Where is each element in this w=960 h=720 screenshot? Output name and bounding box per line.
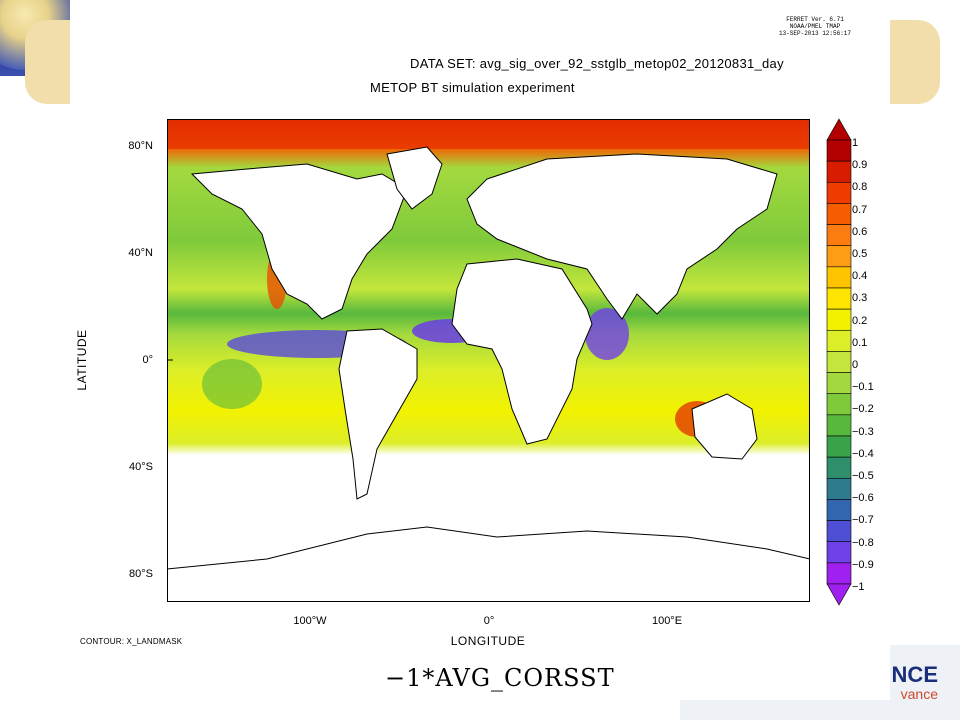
y-tick-label: 80°S xyxy=(129,568,153,580)
x-tick-label: 100°E xyxy=(651,615,683,627)
colorbar-label: −0.5 xyxy=(852,470,874,482)
contour-note: CONTOUR: X_LANDMASK xyxy=(80,637,183,646)
indian-ocean-cold-patch xyxy=(585,308,629,360)
colorbar-label: −0.1 xyxy=(852,381,874,394)
y-tick-label: 0° xyxy=(142,354,153,366)
south-america-landmass xyxy=(338,328,418,500)
map-plot xyxy=(167,119,810,602)
colorbar-label: 0.1 xyxy=(852,336,868,349)
colorbar-label: −0.2 xyxy=(852,403,874,416)
y-tick-label: 40°S xyxy=(129,461,153,473)
colorbar-swatch xyxy=(826,266,852,289)
dataset-title: DATA SET: avg_sig_over_92_sstglb_metop02… xyxy=(410,56,784,71)
colorbar-swatch xyxy=(826,477,852,500)
colorbar xyxy=(826,118,852,606)
y-tick-label: 80°N xyxy=(128,140,153,152)
colorbar-label: −0.6 xyxy=(852,492,874,505)
colorbar-label: 0.3 xyxy=(852,292,868,305)
colorbar-swatch xyxy=(826,139,852,162)
experiment-subtitle: METOP BT simulation experiment xyxy=(370,80,575,95)
ocean-red-arctic-band xyxy=(167,119,810,149)
colorbar-swatch xyxy=(826,329,852,352)
software-version-stamp: FERRET Ver. 6.71 NOAA/PMEL TMAP 13-SEP-2… xyxy=(765,16,865,37)
brand-text-sub: vance xyxy=(900,686,938,702)
colorbar-swatch xyxy=(826,393,852,416)
colorbar-swatch xyxy=(826,351,852,373)
colorbar-label: 0.9 xyxy=(852,159,868,172)
australia-landmass xyxy=(691,393,758,460)
colorbar-swatch xyxy=(826,456,852,479)
y-axis-title: LATITUDE xyxy=(75,329,89,391)
colorbar-label: 0.8 xyxy=(852,181,868,194)
version-line: NOAA/PMEL TMAP xyxy=(789,23,841,30)
colorbar-swatch xyxy=(826,224,852,247)
colorbar-swatch xyxy=(826,308,852,331)
south-pacific-green-patch xyxy=(202,359,262,409)
colorbar-swatch xyxy=(826,245,852,268)
colorbar-label: 0.7 xyxy=(852,203,868,216)
colorbar-swatch xyxy=(826,287,852,310)
colorbar-label: 0.4 xyxy=(852,270,868,283)
colorbar-label: −0.4 xyxy=(852,447,874,460)
north-america-landmass xyxy=(190,163,408,320)
colorbar-top-arrow xyxy=(826,118,852,141)
colorbar-label: −0.3 xyxy=(852,425,874,438)
brand-text-main: NCE xyxy=(891,662,938,687)
colorbar-swatch xyxy=(826,414,852,437)
greenland-landmass xyxy=(386,146,443,210)
colorbar-label: 0.6 xyxy=(852,225,868,238)
colorbar-bottom-arrow xyxy=(826,583,852,606)
map-svg xyxy=(167,119,810,602)
colorbar-swatch xyxy=(826,520,852,543)
colorbar-swatch xyxy=(826,181,852,204)
africa-landmass xyxy=(451,258,593,445)
colorbar-swatch xyxy=(826,499,852,521)
colorbar-swatch xyxy=(826,435,852,458)
colorbar-label: 1 xyxy=(852,137,859,149)
colorbar-swatch xyxy=(826,562,852,585)
x-tick-label: 100°W xyxy=(293,615,327,627)
colorbar-swatch xyxy=(826,203,852,225)
x-tick-label: 0° xyxy=(483,615,495,627)
colorbar-swatch xyxy=(826,372,852,395)
colorbar-label: 0.2 xyxy=(852,314,868,327)
brand-logo: NCE vance xyxy=(878,664,938,704)
colorbar-label: 0.5 xyxy=(852,248,868,260)
antarctica-landmass xyxy=(167,526,810,602)
colorbar-label: −0.9 xyxy=(852,558,874,571)
x-axis-title: LONGITUDE xyxy=(450,634,526,648)
version-line: 13-SEP-2013 12:56:17 xyxy=(778,30,851,37)
version-line: FERRET Ver. 6.71 xyxy=(786,16,844,23)
eurasia-landmass xyxy=(466,153,778,320)
variable-title: −1*AVG_CORSST xyxy=(385,664,615,692)
colorbar-label: 0 xyxy=(852,359,859,371)
colorbar-swatch xyxy=(826,160,852,183)
colorbar-swatch xyxy=(826,541,852,564)
y-tick-label: 40°N xyxy=(128,247,153,259)
colorbar-label: −0.7 xyxy=(852,514,874,527)
colorbar-label: −0.8 xyxy=(852,536,874,549)
colorbar-label: −1 xyxy=(852,581,865,593)
